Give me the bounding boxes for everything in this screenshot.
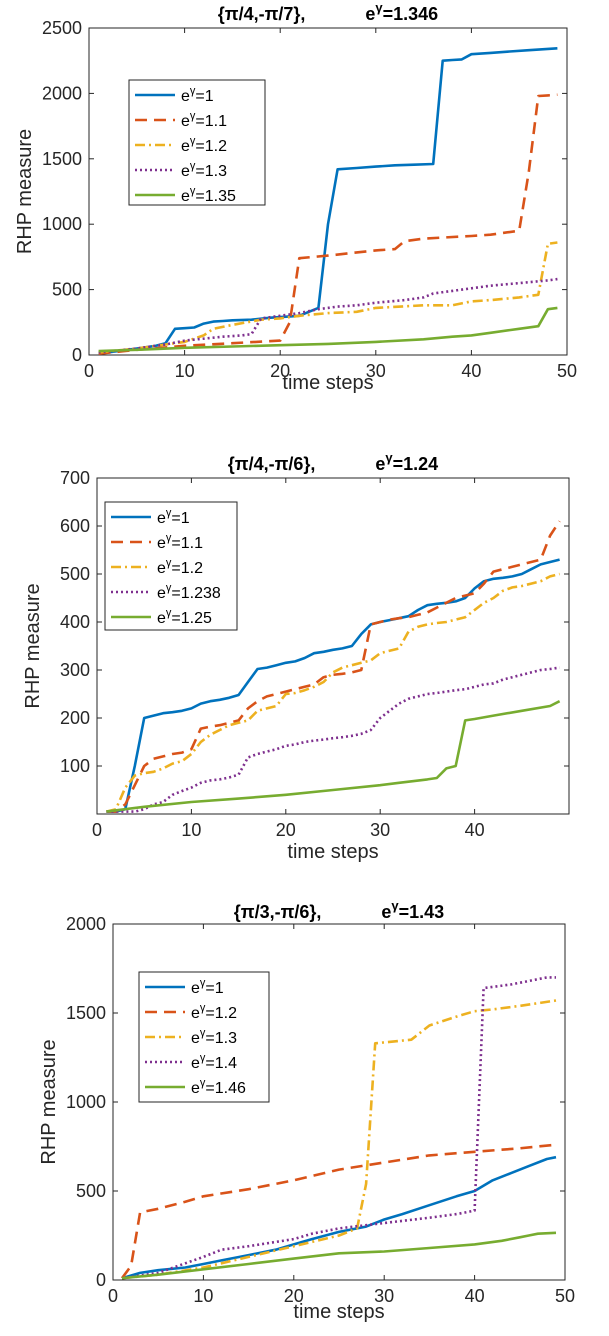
legend-entry-2: eγ=1.1: [157, 532, 203, 552]
series-line-1: [121, 1155, 557, 1280]
legend-entry-4: eγ=1.3: [181, 160, 227, 180]
title-set: {π/3,-π/6},: [234, 902, 322, 922]
y-axis-label: RHP measure: [38, 1039, 60, 1164]
legend-entry-1: eγ=1: [181, 85, 214, 105]
x-tick-label: 40: [461, 361, 481, 381]
chart-title: {π/4,-π/6}, eγ=1.24: [228, 450, 438, 474]
legend-entry-3: eγ=1.2: [181, 135, 227, 155]
plot-area: [88, 27, 568, 356]
title-value: =1.43: [399, 902, 445, 922]
legend: eγ=1 eγ=1.1 eγ=1.2 eγ=1.3 eγ=1.35: [128, 79, 266, 206]
x-tick-label: 20: [284, 1286, 304, 1306]
legend-entry-4: eγ=1.238: [157, 582, 221, 602]
chart-title: {π/4,-π/7}, eγ=1.346: [218, 0, 438, 24]
chart-panel-2: 0 10 20 30 40 100 200 300 400 500 600 700 time steps…: [22, 450, 570, 863]
chart-title: {π/3,-π/6}, eγ=1.43: [234, 898, 444, 922]
series-line-2: [98, 93, 558, 355]
y-tick-label: 200: [60, 708, 90, 728]
x-tick-label: 40: [465, 1286, 485, 1306]
title-value: =1.346: [383, 4, 439, 24]
legend-entry-3: eγ=1.2: [157, 557, 203, 577]
series-line-4: [98, 277, 558, 354]
series-line-4: [106, 666, 560, 813]
series-line-2: [120, 1143, 557, 1279]
legend: eγ=1 eγ=1.1 eγ=1.2 eγ=1.238 eγ=1.25: [104, 501, 238, 631]
y-axis-label: RHP measure: [22, 583, 44, 708]
x-tick-label: 50: [555, 1286, 575, 1306]
legend-entry-5: eγ=1.35: [181, 185, 236, 205]
title-set: {π/4,-π/7},: [218, 4, 306, 24]
legend-entry-3: eγ=1.3: [191, 1027, 237, 1047]
title-value: =1.24: [393, 454, 439, 474]
title-e: e: [375, 454, 385, 474]
y-tick-label: 600: [60, 516, 90, 536]
y-tick-label: 0: [96, 1270, 106, 1290]
y-tick-label: 2000: [42, 83, 82, 103]
y-tick-label: 500: [76, 1181, 106, 1201]
x-axis-label: time steps: [282, 372, 373, 394]
legend-entry-1: eγ=1: [157, 507, 190, 527]
title-e: e: [365, 4, 375, 24]
x-tick-label: 20: [270, 361, 290, 381]
x-tick-label: 50: [557, 361, 577, 381]
y-tick-label: 0: [72, 345, 82, 365]
series-line-3: [98, 241, 558, 354]
legend-entry-5: eγ=1.25: [157, 607, 212, 627]
legend-box: [128, 79, 266, 206]
x-tick-label: 30: [366, 361, 386, 381]
series-line-5: [98, 306, 558, 353]
y-tick-label: 100: [60, 756, 90, 776]
title-e: e: [381, 902, 391, 922]
title-set: {π/4,-π/6},: [228, 454, 316, 474]
title-gamma: γ: [375, 0, 383, 15]
y-tick-label: 300: [60, 660, 90, 680]
y-tick-label: 500: [52, 280, 82, 300]
y-tick-label: 500: [60, 564, 90, 584]
series-line-5: [121, 1231, 557, 1280]
x-tick-label: 20: [276, 820, 296, 840]
x-axis-label: time steps: [293, 1301, 384, 1323]
x-tick-label: 0: [84, 361, 94, 381]
x-tick-label: 10: [175, 361, 195, 381]
y-axis-label: RHP measure: [14, 129, 36, 254]
x-tick-label: 0: [108, 1286, 118, 1306]
legend: eγ=1 eγ=1.2 eγ=1.3 eγ=1.4 eγ=1.46: [138, 971, 270, 1103]
x-tick-label: 10: [193, 1286, 213, 1306]
x-tick-label: 0: [92, 820, 102, 840]
series-line-2: [106, 520, 561, 813]
y-tick-label: 1500: [42, 149, 82, 169]
y-tick-label: 2500: [42, 18, 82, 38]
y-tick-label: 1500: [66, 1003, 106, 1023]
plot-area: [96, 477, 570, 815]
y-tick-label: 1000: [42, 214, 82, 234]
series-line-5: [106, 700, 561, 813]
x-tick-label: 30: [370, 820, 390, 840]
legend-entry-2: eγ=1.2: [191, 1002, 237, 1022]
series-line-1: [106, 558, 560, 813]
x-axis-label: time steps: [287, 841, 378, 863]
series-line-4: [121, 976, 556, 1280]
x-tick-label: 40: [465, 820, 485, 840]
legend-entry-1: eγ=1: [191, 977, 224, 997]
y-tick-label: 400: [60, 612, 90, 632]
legend-entry-4: eγ=1.4: [191, 1052, 237, 1072]
y-tick-label: 1000: [66, 1092, 106, 1112]
y-tick-label: 2000: [66, 914, 106, 934]
legend-entry-5: eγ=1.46: [191, 1077, 246, 1097]
y-tick-label: 700: [60, 468, 90, 488]
title-gamma: γ: [385, 450, 393, 465]
x-tick-label: 10: [181, 820, 201, 840]
title-gamma: γ: [391, 898, 399, 913]
x-tick-label: 30: [374, 1286, 394, 1306]
legend-entry-2: eγ=1.1: [181, 110, 227, 130]
